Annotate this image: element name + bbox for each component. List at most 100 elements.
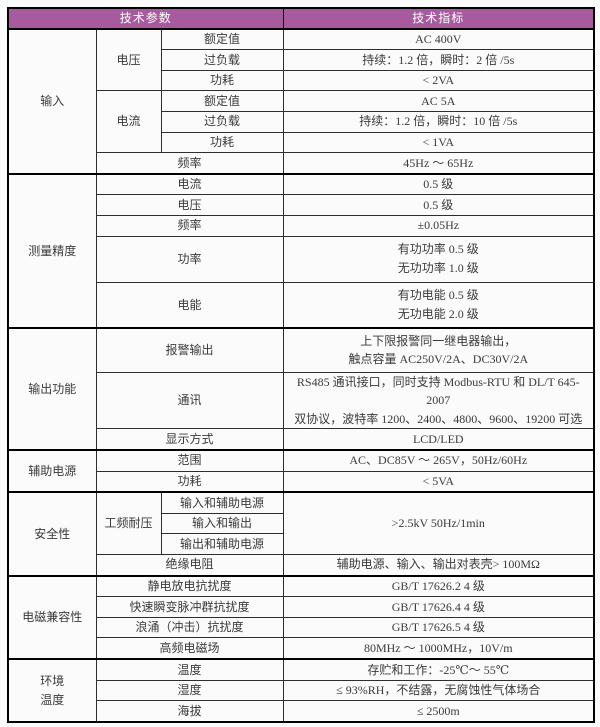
row-current-rated: 电流 额定值 AC 5A (8, 90, 595, 154)
env-humidity-value: ≤ 93%RH，不结露，无腐蚀性气体场合 (282, 679, 595, 702)
row-input-frequency: 频率 45Hz ～ 65Hz (8, 152, 595, 175)
accuracy-current-value: 0.5 级 (282, 172, 595, 196)
accuracy-energy-line2: 无功电能 2.0 级 (397, 306, 479, 321)
spec-sheet: 技术参数 技术指标 输入 电压 额定值 AC 400V 过负载 持续：1.2 倍… (7, 7, 596, 723)
env-altitude-label: 海拔 (95, 700, 284, 723)
output-comm-label: 通讯 (95, 371, 284, 430)
safety-withstand-pair3: 输出和辅助电源 (160, 533, 284, 555)
input-voltage-overload-value: 持续：1.2 倍，瞬时：2 倍 /5s (282, 49, 595, 71)
input-voltage-consumption-label: 功耗 (160, 69, 284, 92)
row-aux-consumption: 功耗 < 5VA (8, 470, 595, 493)
row-env-humidity: 湿度 ≤ 93%RH，不结露，无腐蚀性气体场合 (8, 679, 595, 702)
accuracy-current-label: 电流 (95, 172, 284, 196)
safety-section-label: 安全性 (7, 491, 97, 577)
safety-withstand-value: >2.5kV 50Hz/1min (282, 491, 595, 555)
input-voltage-rated-value: AC 400V (282, 28, 595, 51)
row-safety-withstand-3: 输出和辅助电源 (8, 533, 594, 555)
emc-rf-value: 80MHz ～ 1000MHz，10V/m (282, 637, 595, 660)
input-voltage-overload-label: 过负载 (160, 49, 284, 71)
input-current-rated-label: 额定值 (160, 90, 284, 112)
accuracy-voltage-label: 电压 (95, 194, 284, 216)
accuracy-power-label: 功率 (95, 235, 284, 283)
row-safety-withstand-2: 输入和输出 (8, 512, 594, 535)
aux-consumption-value: < 5VA (282, 470, 595, 493)
row-accuracy-energy: 电能 有功电能 0.5 级 无功电能 2.0 级 (8, 281, 595, 329)
input-section-label: 输入 (7, 28, 97, 175)
safety-withstand-label: 工频耐压 (95, 491, 162, 555)
row-voltage-rated: 输入 电压 额定值 AC 400V (7, 28, 595, 175)
output-display-value: LCD/LED (282, 428, 595, 451)
emc-eft-label: 快速瞬变脉冲群抗扰度 (95, 596, 284, 618)
env-humidity-label: 湿度 (95, 679, 284, 702)
safety-insulation-value: 辅助电源、输入、输出对表壳> 100MΩ (282, 553, 595, 577)
accuracy-power-line2: 无功功率 1.0 级 (397, 261, 479, 276)
emc-section-label: 电磁兼容性 (7, 574, 97, 660)
row-safety-insulation: 绝缘电阻 辅助电源、输入、输出对表壳> 100MΩ (8, 553, 595, 577)
input-frequency-label: 频率 (95, 152, 284, 175)
header-cell-indicators: 技术指标 (282, 7, 595, 30)
row-emc-esd: 电磁兼容性 静电放电抗扰度 GB/T 17626.2 4 级 (7, 574, 595, 660)
accuracy-energy-value: 有功电能 0.5 级 无功电能 2.0 级 (282, 281, 595, 329)
row-env-temperature: 环境 温度 温度 存贮和工作：-25℃～ 55℃ (7, 657, 595, 723)
safety-withstand-pair2: 输入和输出 (160, 512, 284, 535)
row-accuracy-current: 测量精度 电流 0.5 级 (7, 172, 595, 329)
accuracy-frequency-value: ±0.05Hz (282, 214, 595, 237)
output-section-label: 输出功能 (7, 327, 97, 451)
aux-range-value: AC、DC85V ～ 265V，50Hz/60Hz (282, 448, 595, 472)
row-emc-surge: 浪涌（冲击）抗扰度 GB/T 17626.5 4 级 (8, 616, 595, 639)
accuracy-voltage-value: 0.5 级 (282, 194, 595, 216)
env-label-line2: 温度 (40, 692, 65, 707)
aux-range-label: 范围 (95, 448, 284, 472)
input-current-overload-label: 过负载 (160, 110, 284, 133)
emc-surge-value: GB/T 17626.5 4 级 (282, 616, 595, 639)
safety-withstand-pair1: 输入和辅助电源 (160, 491, 284, 514)
emc-esd-value: GB/T 17626.2 4 级 (282, 574, 595, 598)
env-section-label: 环境 温度 (7, 658, 97, 723)
input-voltage-group-label: 电压 (95, 28, 162, 92)
output-comm-line2: 双协议，波特率 1200、2400、4800、9600、19200 可选 (294, 411, 583, 426)
row-safety-withstand-1: 安全性 工频耐压 输入和辅助电源 >2.5kV 50Hz/1min (7, 491, 595, 577)
env-temperature-value: 存贮和工作：-25℃～ 55℃ (282, 657, 595, 681)
env-altitude-value: ≤ 2500m (282, 700, 595, 723)
output-alarm-line1: 上下限报警同一继电器输出， (360, 333, 517, 348)
row-current-overload: 过负载 持续：1.2 倍，瞬时：10 倍 /5s (8, 110, 595, 133)
output-alarm-value: 上下限报警同一继电器输出， 触点容量 AC250V/2A、DC30V/2A (282, 327, 595, 373)
input-current-consumption-value: < 1VA (282, 131, 595, 154)
input-current-rated-value: AC 5A (282, 90, 595, 112)
emc-esd-label: 静电放电抗扰度 (95, 574, 284, 598)
input-voltage-consumption-value: < 2VA (282, 69, 595, 92)
input-voltage-rated-label: 额定值 (160, 28, 284, 51)
accuracy-energy-line1: 有功电能 0.5 级 (397, 288, 479, 303)
output-alarm-line2: 触点容量 AC250V/2A、DC30V/2A (348, 352, 529, 367)
input-current-overload-value: 持续：1.2 倍，瞬时：10 倍 /5s (282, 110, 595, 133)
row-output-display: 显示方式 LCD/LED (8, 428, 595, 451)
header-row: 技术参数 技术指标 (7, 7, 595, 30)
output-comm-value: RS485 通讯接口，同时支持 Modbus-RTU 和 DL/T 645-20… (282, 371, 595, 430)
env-temperature-label: 温度 (95, 657, 284, 681)
accuracy-section-label: 测量精度 (7, 172, 97, 329)
accuracy-frequency-label: 频率 (95, 214, 284, 237)
emc-rf-label: 高频电磁场 (95, 637, 284, 660)
row-emc-eft: 快速瞬变脉冲群抗扰度 GB/T 17626.4 4 级 (8, 596, 595, 618)
output-comm-line1: RS485 通讯接口，同时支持 Modbus-RTU 和 DL/T 645-20… (296, 374, 580, 408)
output-display-label: 显示方式 (95, 428, 284, 451)
row-aux-range: 辅助电源 范围 AC、DC85V ～ 265V，50Hz/60Hz (7, 448, 595, 493)
aux-section-label: 辅助电源 (7, 448, 97, 493)
tech-spec-table: 技术参数 技术指标 输入 电压 额定值 AC 400V 过负载 持续：1.2 倍… (7, 7, 596, 723)
row-accuracy-frequency: 频率 ±0.05Hz (8, 214, 595, 237)
accuracy-energy-label: 电能 (95, 281, 284, 329)
accuracy-power-line1: 有功功率 0.5 级 (397, 242, 479, 257)
accuracy-power-value: 有功功率 0.5 级 无功功率 1.0 级 (282, 235, 595, 283)
safety-insulation-label: 绝缘电阻 (95, 553, 284, 577)
row-output-comm: 通讯 RS485 通讯接口，同时支持 Modbus-RTU 和 DL/T 645… (8, 371, 595, 430)
input-current-group-label: 电流 (95, 90, 162, 154)
row-accuracy-power: 功率 有功功率 0.5 级 无功功率 1.0 级 (8, 235, 595, 283)
input-frequency-value: 45Hz ～ 65Hz (282, 152, 595, 175)
input-current-consumption-label: 功耗 (160, 131, 284, 154)
row-env-altitude: 海拔 ≤ 2500m (8, 700, 595, 723)
row-emc-rf: 高频电磁场 80MHz ～ 1000MHz，10V/m (8, 637, 595, 660)
emc-eft-value: GB/T 17626.4 4 级 (282, 596, 595, 618)
header-cell-parameters: 技术参数 (7, 7, 284, 30)
aux-consumption-label: 功耗 (95, 470, 284, 493)
output-alarm-label: 报警输出 (95, 327, 284, 373)
